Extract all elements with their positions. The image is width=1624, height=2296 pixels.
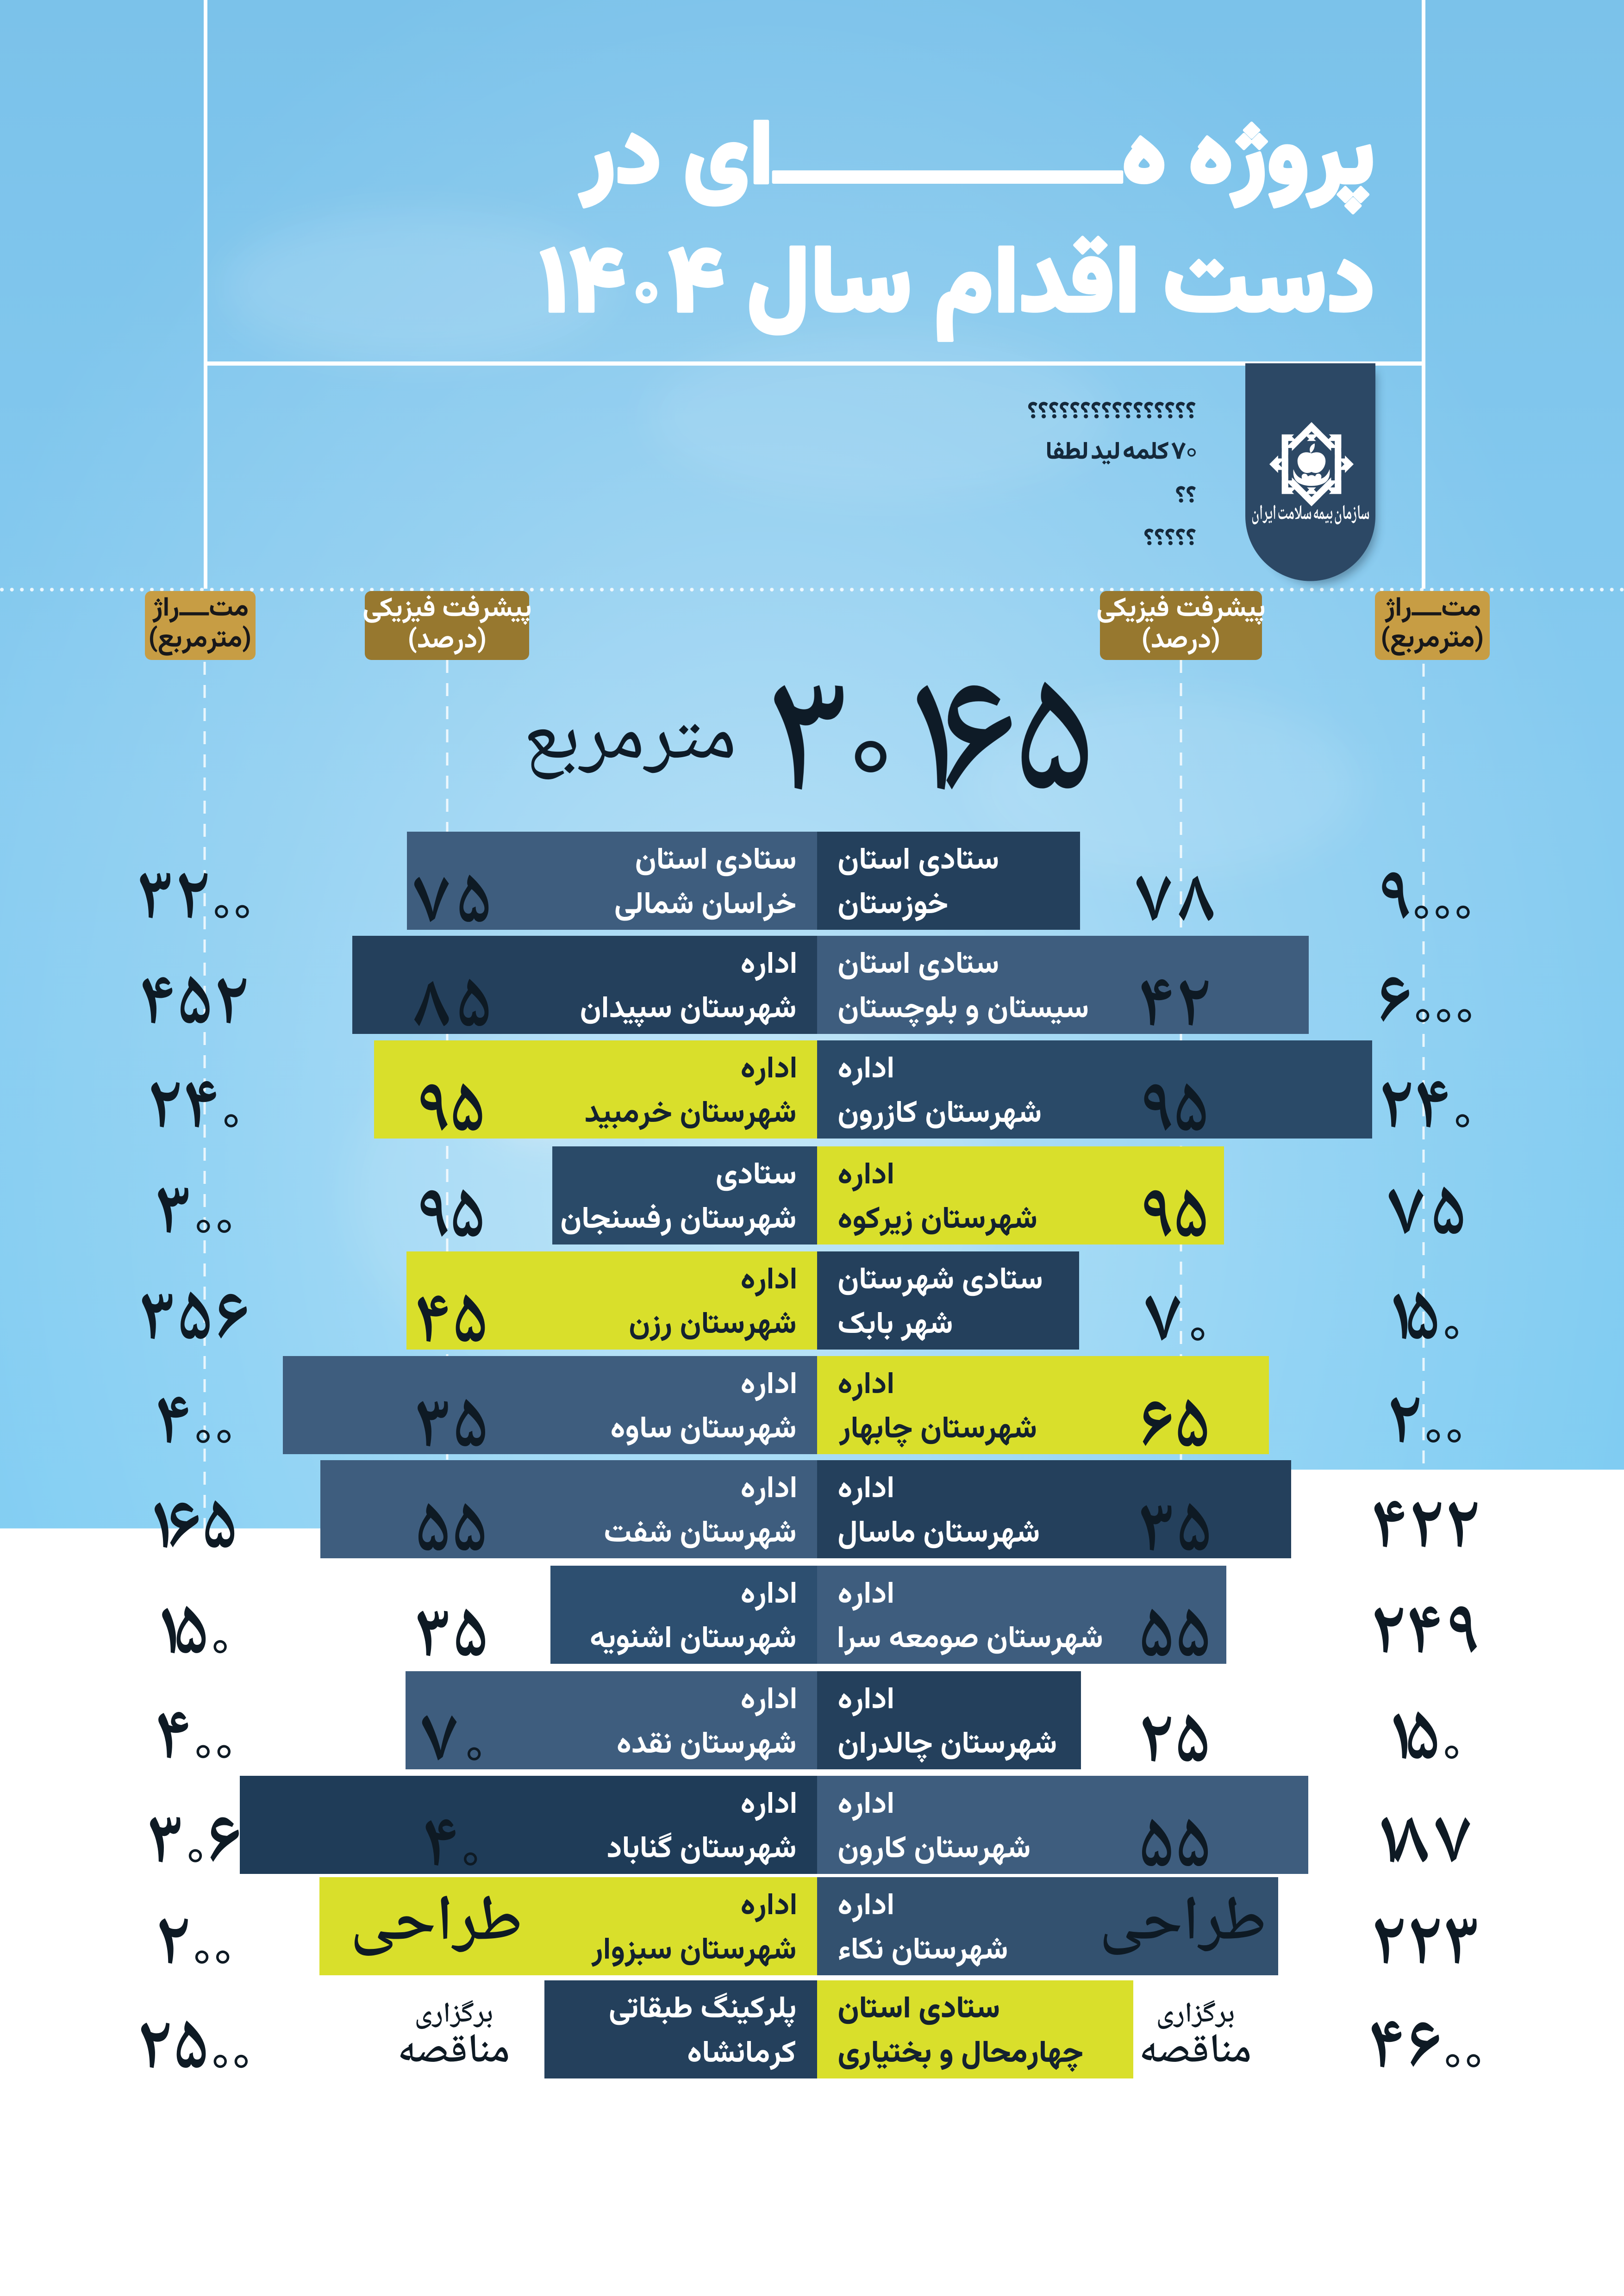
svg-text:https://ihio.gov.ir: https://ihio.gov.ir	[703, 2217, 907, 2240]
